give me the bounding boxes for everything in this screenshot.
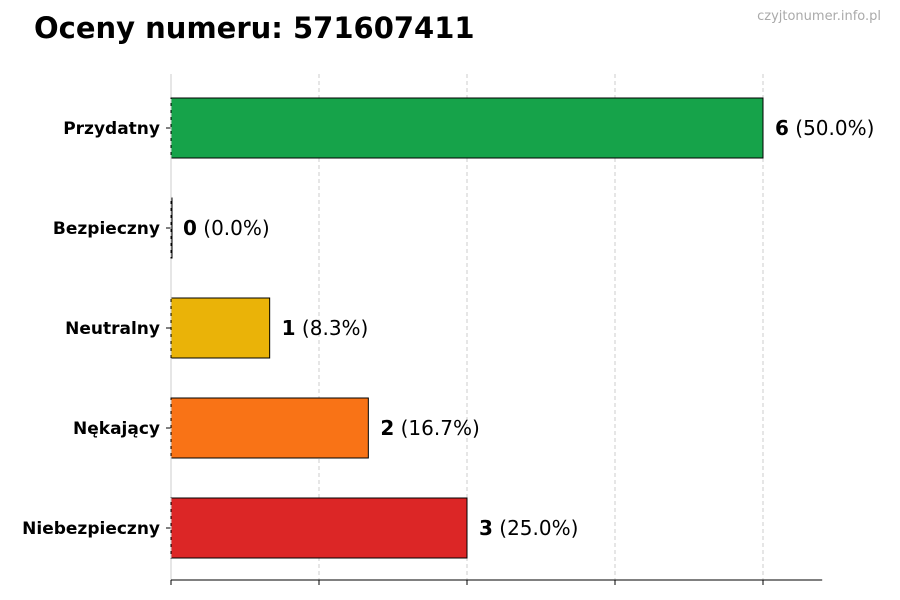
watermark: czyjtonumer.info.pl bbox=[757, 9, 881, 24]
bar bbox=[170, 497, 468, 559]
category-label: Bezpieczny bbox=[53, 219, 160, 239]
category-label: Neutralny bbox=[65, 319, 160, 339]
category-label: Przydatny bbox=[63, 119, 160, 139]
bar bbox=[170, 297, 271, 359]
bar bbox=[170, 97, 764, 159]
category-label: Nękający bbox=[73, 419, 160, 439]
value-label: 2 (16.7%) bbox=[380, 416, 479, 440]
value-label: 1 (8.3%) bbox=[282, 316, 369, 340]
value-label: 0 (0.0%) bbox=[183, 216, 270, 240]
value-label: 3 (25.0%) bbox=[479, 516, 578, 540]
value-label: 6 (50.0%) bbox=[775, 116, 874, 140]
category-label: Niebezpieczny bbox=[22, 519, 160, 539]
chart-title: Oceny numeru: 571607411 bbox=[34, 11, 475, 45]
bar bbox=[170, 397, 369, 459]
